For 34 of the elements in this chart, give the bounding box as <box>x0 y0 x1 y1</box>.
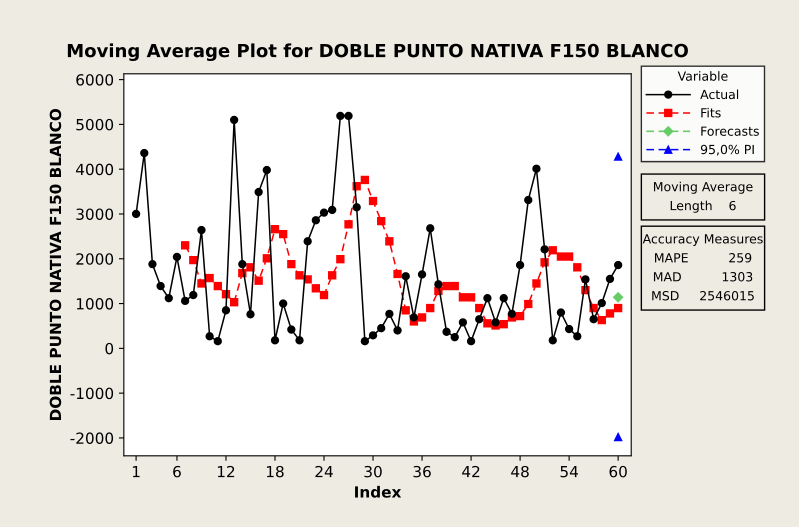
text: Accuracy Measures <box>642 234 763 246</box>
chart-title: Moving Average Plot for DOBLE PUNTO NATIVA F150 BLANCO <box>68 43 688 62</box>
x-tick-label: 18 <box>266 466 284 478</box>
y-tick-label: 6000 <box>76 74 114 86</box>
y-tick-label: 3000 <box>76 208 114 220</box>
x-tick-label: 48 <box>511 466 529 478</box>
x-tick-label: 12 <box>218 466 234 478</box>
x-tick-label: 54 <box>560 466 578 478</box>
x-tick-label: 1 <box>132 466 140 478</box>
x-tick-label: 30 <box>364 466 382 478</box>
y-axis-title: DOBLE PUNTO NATIVA F150 BLANCO <box>50 108 62 420</box>
text: MAD 1303 <box>654 272 752 282</box>
x-tick-label: 24 <box>315 466 333 478</box>
y-tick-label: 1000 <box>76 298 114 310</box>
x-tick-label: 6 <box>173 466 181 478</box>
x-tick-label: 36 <box>414 466 431 478</box>
legend-label: Forecasts <box>701 126 759 136</box>
text: Length 6 <box>670 200 736 213</box>
y-tick-label: -2000 <box>70 432 114 444</box>
x-axis-title: Index <box>355 486 402 498</box>
y-tick-label: 2000 <box>76 253 114 265</box>
legend-label: Fits <box>701 108 721 118</box>
legend-label: 95,0% PI <box>700 144 754 156</box>
y-tick-label: -1000 <box>70 388 114 400</box>
x-tick-label: 42 <box>462 466 480 478</box>
y-tick-label: 4000 <box>76 164 114 176</box>
text: MSD 2546015 <box>652 291 754 300</box>
x-tick-label: 60 <box>609 466 627 478</box>
legend-label: Actual <box>700 89 738 100</box>
text: MAPE 259 <box>655 253 752 263</box>
text: Moving Average <box>654 182 753 194</box>
legend-title: Variable <box>678 71 728 81</box>
y-tick-label: 5000 <box>76 118 114 130</box>
y-tick-label: 0 <box>105 342 114 354</box>
